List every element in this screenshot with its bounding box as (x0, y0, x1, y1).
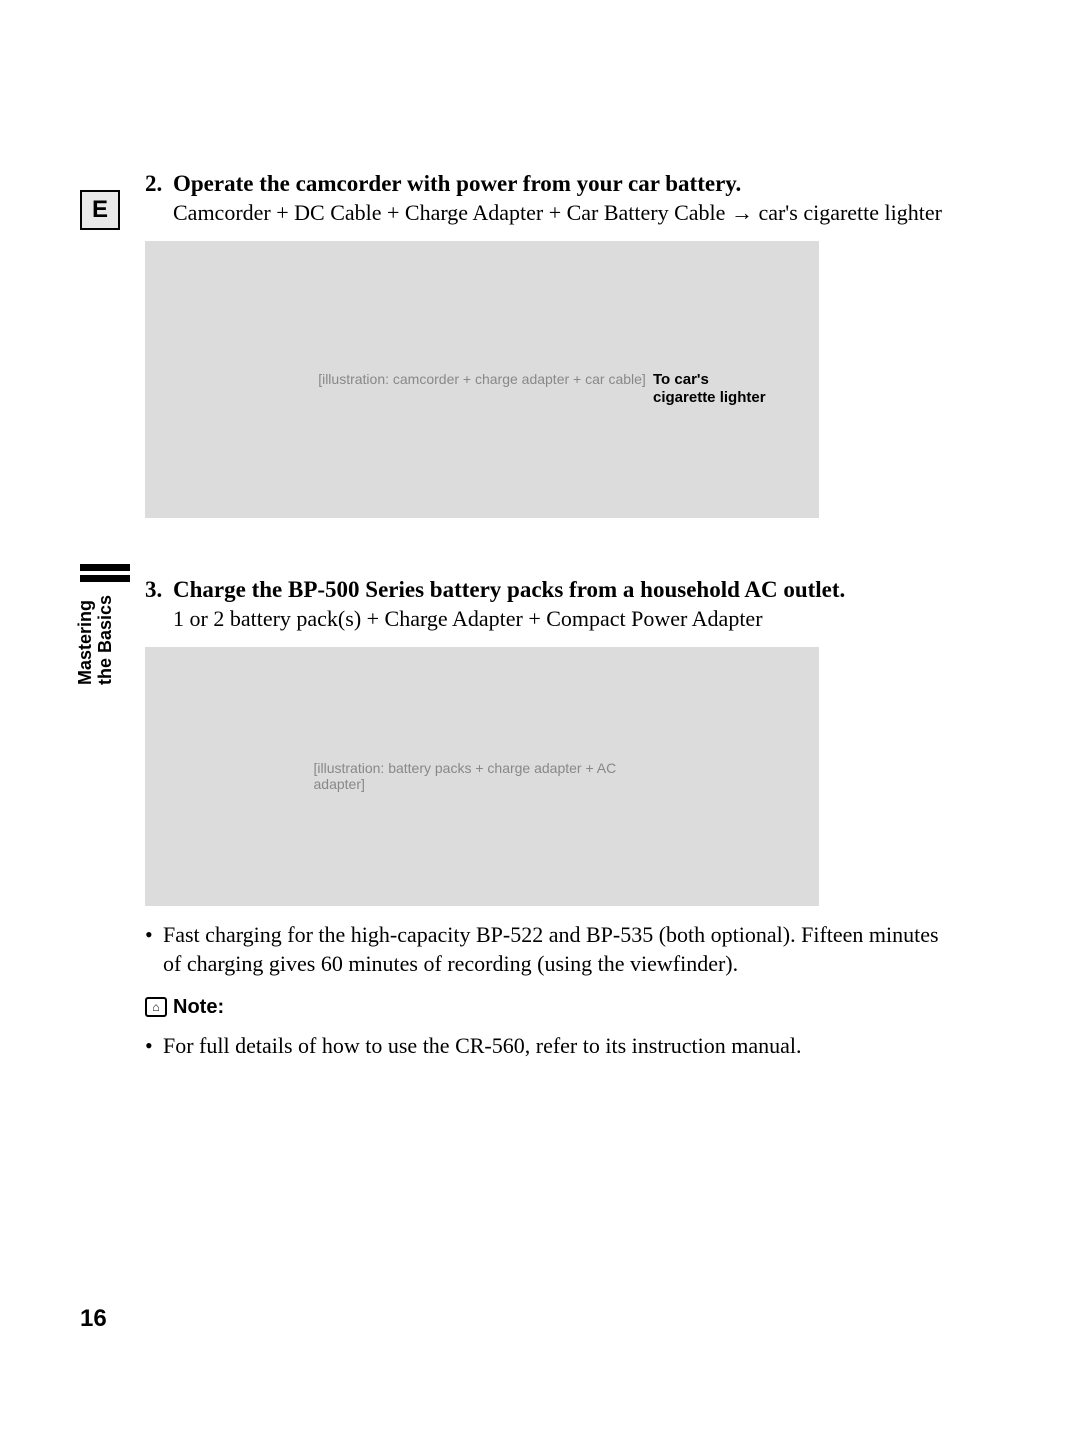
sidebar-label-line1: Mastering (75, 600, 95, 685)
main-content: 2. Operate the camcorder with power from… (145, 170, 945, 1078)
step-3-bullet-block: • Fast charging for the high-capacity BP… (145, 920, 945, 978)
figure-placeholder-text: [illustration: battery packs + charge ad… (314, 760, 651, 792)
language-badge: E (80, 190, 120, 230)
figure-placeholder-text: [illustration: camcorder + charge adapte… (318, 371, 646, 387)
step-3-heading: 3. Charge the BP-500 Series battery pack… (145, 576, 945, 605)
language-code: E (92, 196, 108, 224)
figure-label-line1: To car's (653, 371, 709, 388)
step-3-title: Charge the BP-500 Series battery packs f… (173, 576, 845, 605)
section-marker-bars (80, 564, 130, 586)
step-3-number: 3. (145, 577, 173, 603)
step-2-body: Camcorder + DC Cable + Charge Adapter + … (173, 199, 945, 227)
bullet-marker: • (145, 920, 163, 978)
step-3: 3. Charge the BP-500 Series battery pack… (145, 576, 945, 1060)
bullet-marker: • (145, 1031, 163, 1060)
bar-icon (80, 564, 130, 571)
step-2-number: 2. (145, 171, 173, 197)
note-bullet-block: • For full details of how to use the CR-… (145, 1031, 945, 1060)
manual-page: E Mastering the Basics 2. Operate the ca… (0, 0, 1080, 1443)
note-heading: ⌂ Note: (145, 996, 945, 1019)
step-2-heading: 2. Operate the camcorder with power from… (145, 170, 945, 199)
step-3-figure: [illustration: battery packs + charge ad… (145, 647, 819, 906)
figure-callout-label: To car's cigarette lighter (653, 371, 803, 407)
bullet-text: Fast charging for the high-capacity BP-5… (163, 920, 945, 978)
step-2-title: Operate the camcorder with power from yo… (173, 170, 741, 199)
bullet-item: • Fast charging for the high-capacity BP… (145, 920, 945, 978)
note-icon: ⌂ (145, 997, 167, 1017)
bullet-item: • For full details of how to use the CR-… (145, 1031, 945, 1060)
note-bullet-text: For full details of how to use the CR-56… (163, 1031, 945, 1060)
bar-icon (80, 575, 130, 582)
page-number: 16 (80, 1305, 107, 1333)
note-label: Note: (173, 996, 224, 1019)
step-2-figure: [illustration: camcorder + charge adapte… (145, 241, 819, 518)
spacer (145, 536, 945, 576)
figure-label-line2: cigarette lighter (653, 389, 766, 406)
step-2: 2. Operate the camcorder with power from… (145, 170, 945, 518)
step-3-body: 1 or 2 battery pack(s) + Charge Adapter … (173, 605, 945, 633)
sidebar-section-label: Mastering the Basics (76, 595, 116, 685)
sidebar-label-line2: the Basics (95, 595, 115, 685)
